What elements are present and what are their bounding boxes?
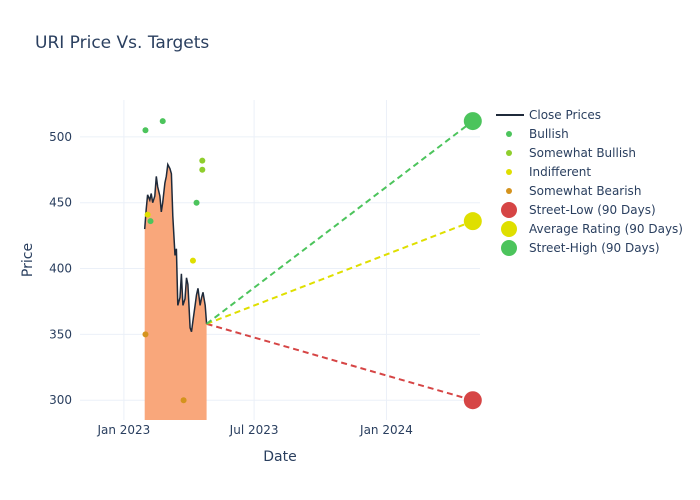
legend-swatch — [494, 124, 524, 143]
legend-swatch — [494, 219, 524, 238]
legend-label: Bullish — [529, 126, 569, 141]
x-tick-label: Jan 2024 — [359, 423, 413, 437]
legend-label: Somewhat Bearish — [529, 183, 642, 198]
legend-item[interactable]: Close Prices — [494, 105, 683, 124]
rating-point — [144, 211, 151, 218]
legend-swatch — [494, 200, 524, 219]
target-marker — [463, 212, 482, 231]
rating-point — [189, 257, 196, 264]
legend-item[interactable]: Indifferent — [494, 162, 683, 181]
close-price-area-layer — [144, 164, 207, 420]
legend-item[interactable]: Street-High (90 Days) — [494, 238, 683, 257]
target-line — [206, 120, 474, 325]
close-price-area — [144, 164, 207, 420]
chart-title: URI Price Vs. Targets — [35, 33, 210, 53]
y-tick-label: 350 — [49, 327, 72, 341]
legend-swatch — [494, 181, 524, 200]
legend-swatch — [494, 162, 524, 181]
target-marker — [463, 112, 482, 131]
target-lines-layer — [206, 120, 474, 402]
rating-point — [159, 118, 166, 125]
legend-label: Indifferent — [529, 164, 592, 179]
rating-points-layer[interactable] — [142, 112, 482, 410]
target-line — [206, 322, 474, 402]
legend-swatch — [494, 238, 524, 257]
rating-point — [147, 218, 154, 225]
axes: 300 350 400 450 500 Jan 2023 Jul 2023 Jan 2024 D… — [20, 130, 413, 465]
legend-item[interactable]: Average Rating (90 Days) — [494, 219, 683, 238]
y-tick-label: 450 — [49, 196, 72, 210]
rating-point — [193, 199, 200, 206]
close-price-line — [143, 162, 208, 333]
rating-point — [180, 397, 187, 404]
rating-point — [142, 127, 149, 134]
close-price-line-layer — [143, 162, 208, 333]
y-tick-label: 300 — [49, 393, 72, 407]
x-tick-label: Jan 2023 — [96, 423, 150, 437]
rating-point — [199, 157, 206, 164]
x-tick-label: Jul 2023 — [229, 423, 279, 437]
y-axis-label: Price — [20, 243, 36, 277]
rating-point — [199, 166, 206, 173]
y-tick-label: 500 — [49, 130, 72, 144]
legend-item[interactable]: Bullish — [494, 124, 683, 143]
legend-label: Close Prices — [529, 107, 602, 122]
rating-point — [142, 331, 149, 338]
legend[interactable]: Close Prices Bullish Somewhat Bullish Indif… — [494, 105, 683, 257]
legend-label: Average Rating (90 Days) — [529, 221, 683, 236]
legend-swatch — [494, 105, 524, 124]
legend-swatch — [494, 143, 524, 162]
target-line — [206, 220, 474, 325]
legend-label: Street-Low (90 Days) — [529, 202, 656, 217]
legend-label: Somewhat Bullish — [529, 145, 637, 160]
target-marker — [463, 391, 482, 410]
y-tick-label: 400 — [49, 262, 72, 276]
grid — [80, 100, 480, 420]
legend-item[interactable]: Somewhat Bearish — [494, 181, 683, 200]
legend-label: Street-High (90 Days) — [529, 240, 660, 255]
legend-item[interactable]: Somewhat Bullish — [494, 143, 683, 162]
x-axis-label: Date — [263, 449, 296, 465]
legend-item[interactable]: Street-Low (90 Days) — [494, 200, 683, 219]
